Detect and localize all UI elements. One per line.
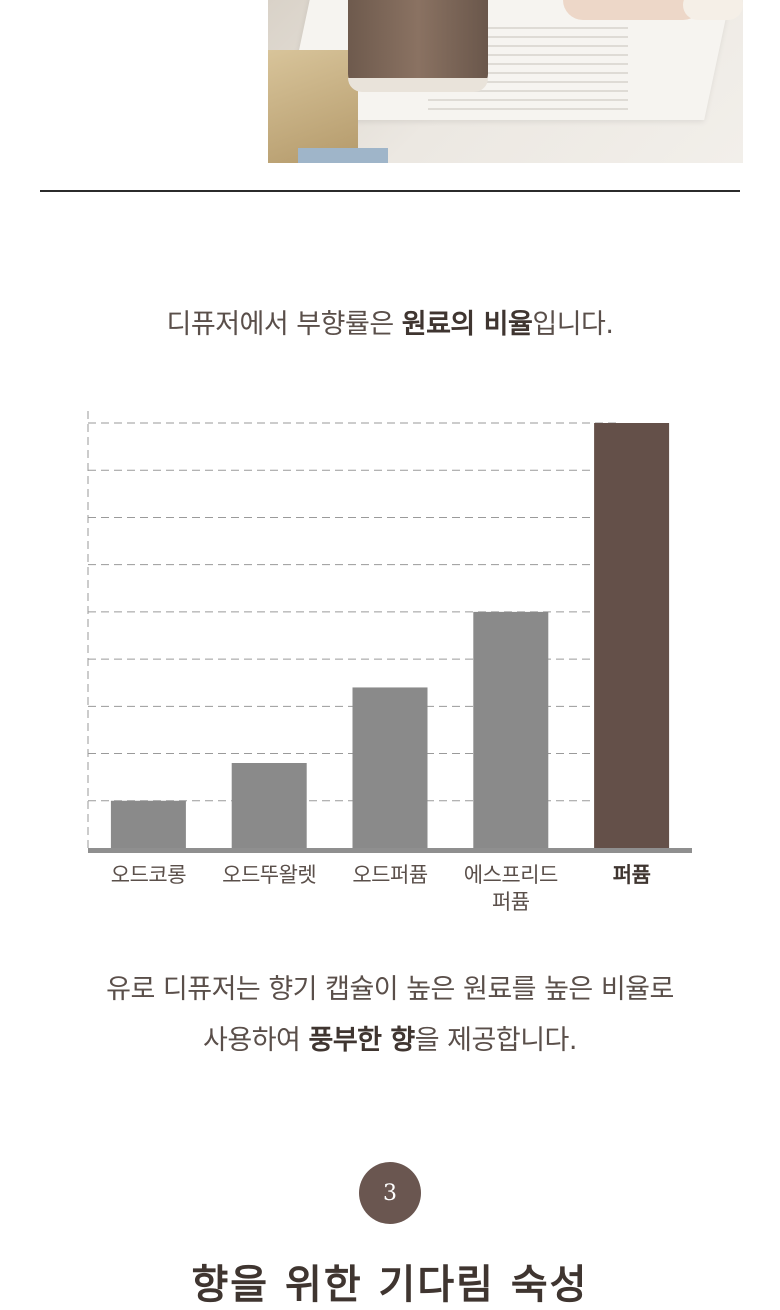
x-tick-label: 오드뚜왈렛 [222, 863, 317, 887]
x-tick-label: 오드퍼퓸 [352, 863, 428, 887]
description-line-2-bold: 풍부한 향 [308, 1025, 415, 1056]
concentration-bar-chart [87, 411, 692, 853]
chart-x-labels: 오드코롱 오드뚜왈렛 오드퍼퓸 에스프리드 퍼퓸 퍼퓸 [0, 862, 780, 932]
step-number-badge: 3 [359, 1162, 421, 1224]
product-photo [268, 0, 743, 163]
headline: 디퓨저에서 부향률은 원료의 비율입니다. [0, 302, 780, 341]
headline-bold: 원료의 비율 [401, 309, 533, 340]
section-divider [40, 190, 740, 192]
bar-3 [352, 687, 428, 848]
description-line-2-pre: 사용하여 [203, 1025, 309, 1056]
x-tick-label: 오드코롱 [110, 863, 187, 887]
description-line-2-post: 을 제공합니다. [414, 1025, 578, 1056]
headline-part1: 디퓨저에서 부향률은 [166, 309, 402, 340]
bar-1 [110, 800, 186, 848]
description-line-2: 사용하여 풍부한 향을 제공합니다. [0, 1018, 780, 1057]
headline-part2: 입니다. [532, 309, 614, 340]
bar-5 [594, 423, 670, 848]
bar-4 [473, 611, 549, 848]
section-title: 향을 위한 기다림 숙성 [191, 1262, 589, 1308]
x-tick-label: 에스프리드 퍼퓸 [463, 863, 559, 914]
x-axis-baseline [88, 848, 692, 853]
x-tick-label: 퍼퓸 [612, 863, 651, 887]
bar-2 [231, 763, 307, 848]
description-line-1: 유로 디퓨저는 향기 캡슐이 높은 원료를 높은 비율로 [106, 974, 674, 1005]
